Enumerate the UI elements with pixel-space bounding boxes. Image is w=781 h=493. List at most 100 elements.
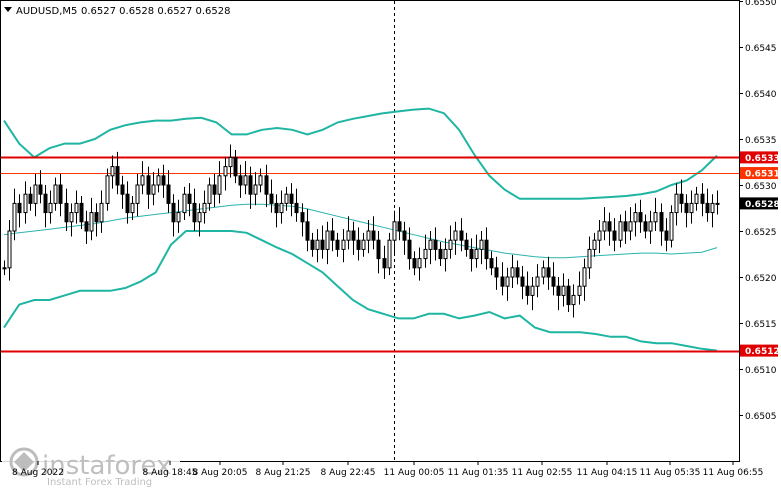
candle-body <box>500 276 505 287</box>
candle-body <box>23 193 28 214</box>
moving-average <box>3 203 718 259</box>
candle-body <box>202 202 207 214</box>
candle-body <box>120 184 125 195</box>
candle-body <box>638 212 643 223</box>
candle-body <box>335 239 340 250</box>
y-tick-label: 0.6515 <box>745 320 777 330</box>
candle-body <box>248 175 253 195</box>
candle-body <box>361 239 366 250</box>
candle-body <box>597 230 602 241</box>
candle-body <box>484 239 489 260</box>
candles <box>2 144 720 318</box>
candle-body <box>238 175 243 186</box>
y-tick-label: 0.6530 <box>745 182 777 192</box>
candle-body <box>464 239 469 250</box>
candle-body <box>433 239 438 250</box>
candle-body <box>710 202 715 214</box>
candle-body <box>689 202 694 214</box>
candle-body <box>74 202 79 214</box>
candle-body <box>351 230 356 241</box>
instaforex-watermark: instaforex Instant Forex Trading <box>2 444 180 488</box>
candle-body <box>582 267 587 287</box>
candle-body <box>633 212 638 223</box>
candle-body <box>264 175 269 195</box>
candle-body <box>489 258 494 269</box>
level-tag-0.6531-bg <box>740 167 778 180</box>
candle-body <box>459 230 464 241</box>
candle-body <box>48 202 53 214</box>
candle-body <box>228 156 233 168</box>
candle-body <box>428 239 433 250</box>
candle-body <box>69 212 74 223</box>
candle-body <box>217 175 222 195</box>
candle-body <box>2 267 7 270</box>
candle-body <box>494 267 499 278</box>
y-tick-label: 0.6520 <box>745 274 777 284</box>
candle-body <box>643 221 648 232</box>
candle-body <box>469 248 474 260</box>
candle-body <box>325 230 330 250</box>
candle-body <box>43 193 48 214</box>
candle-body <box>274 202 279 214</box>
candle-body <box>382 258 387 269</box>
candle-body <box>125 193 130 214</box>
candle-body <box>423 248 428 260</box>
candle-body <box>628 221 633 232</box>
candle-body <box>587 248 592 269</box>
y-tick-label: 0.6535 <box>745 136 777 146</box>
candle-body <box>284 193 289 204</box>
candle-body <box>166 184 171 204</box>
candle-body <box>438 248 443 260</box>
price-tags: 0.6533 0.6531 0.6512 0.6528 <box>740 151 780 357</box>
y-tick-label: 0.6525 <box>745 228 777 238</box>
candle-body <box>192 202 197 223</box>
x-tick-label: 8 Aug 18:45 <box>143 468 198 478</box>
x-tick-label: 11 Aug 00:05 <box>384 468 445 478</box>
candle-body <box>99 202 104 223</box>
x-tick-label: 11 Aug 05:35 <box>640 468 701 478</box>
candle-body <box>664 230 669 241</box>
y-tick-label: 0.6550 <box>745 0 777 8</box>
candle-body <box>705 202 710 214</box>
candle-body <box>525 285 530 296</box>
candle-body <box>53 184 58 204</box>
candle-body <box>151 184 156 195</box>
candle-body <box>94 212 99 223</box>
x-tick-label: 11 Aug 06:55 <box>703 468 764 478</box>
candle-body <box>161 175 166 186</box>
symbol-label: AUDUSD,M5 <box>16 6 77 17</box>
candle-body <box>207 184 212 204</box>
candle-body <box>407 239 412 260</box>
candle-body <box>105 175 110 204</box>
candle-body <box>38 184 43 195</box>
y-tick-label: 0.6545 <box>745 44 777 54</box>
x-tick-label: 8 Aug 21:25 <box>256 468 311 478</box>
candle-body <box>89 212 94 232</box>
candle-body <box>258 175 263 186</box>
candle-body <box>387 239 392 269</box>
header-triangle-icon[interactable] <box>4 7 12 12</box>
candle-body <box>453 230 458 241</box>
candle-body <box>700 193 705 204</box>
x-tick-label: 11 Aug 04:15 <box>577 468 638 478</box>
current-price-tag-bg <box>740 197 778 210</box>
candle-body <box>146 175 151 195</box>
candle-body <box>505 276 510 287</box>
candle-body <box>412 258 417 269</box>
level-tag-0.6531: 0.6531 <box>745 170 780 180</box>
candle-body <box>448 239 453 250</box>
candle-body <box>253 184 258 195</box>
candle-body <box>115 166 120 186</box>
candle-body <box>474 248 479 260</box>
candle-body <box>618 221 623 241</box>
candle-body <box>443 248 448 260</box>
y-tick-label: 0.6510 <box>745 366 777 376</box>
candle-body <box>684 202 689 214</box>
candle-body <box>623 221 628 232</box>
candle-body <box>171 202 176 223</box>
candle-body <box>300 212 305 223</box>
candle-body <box>64 202 69 223</box>
watermark-brand: instaforex <box>42 451 171 481</box>
